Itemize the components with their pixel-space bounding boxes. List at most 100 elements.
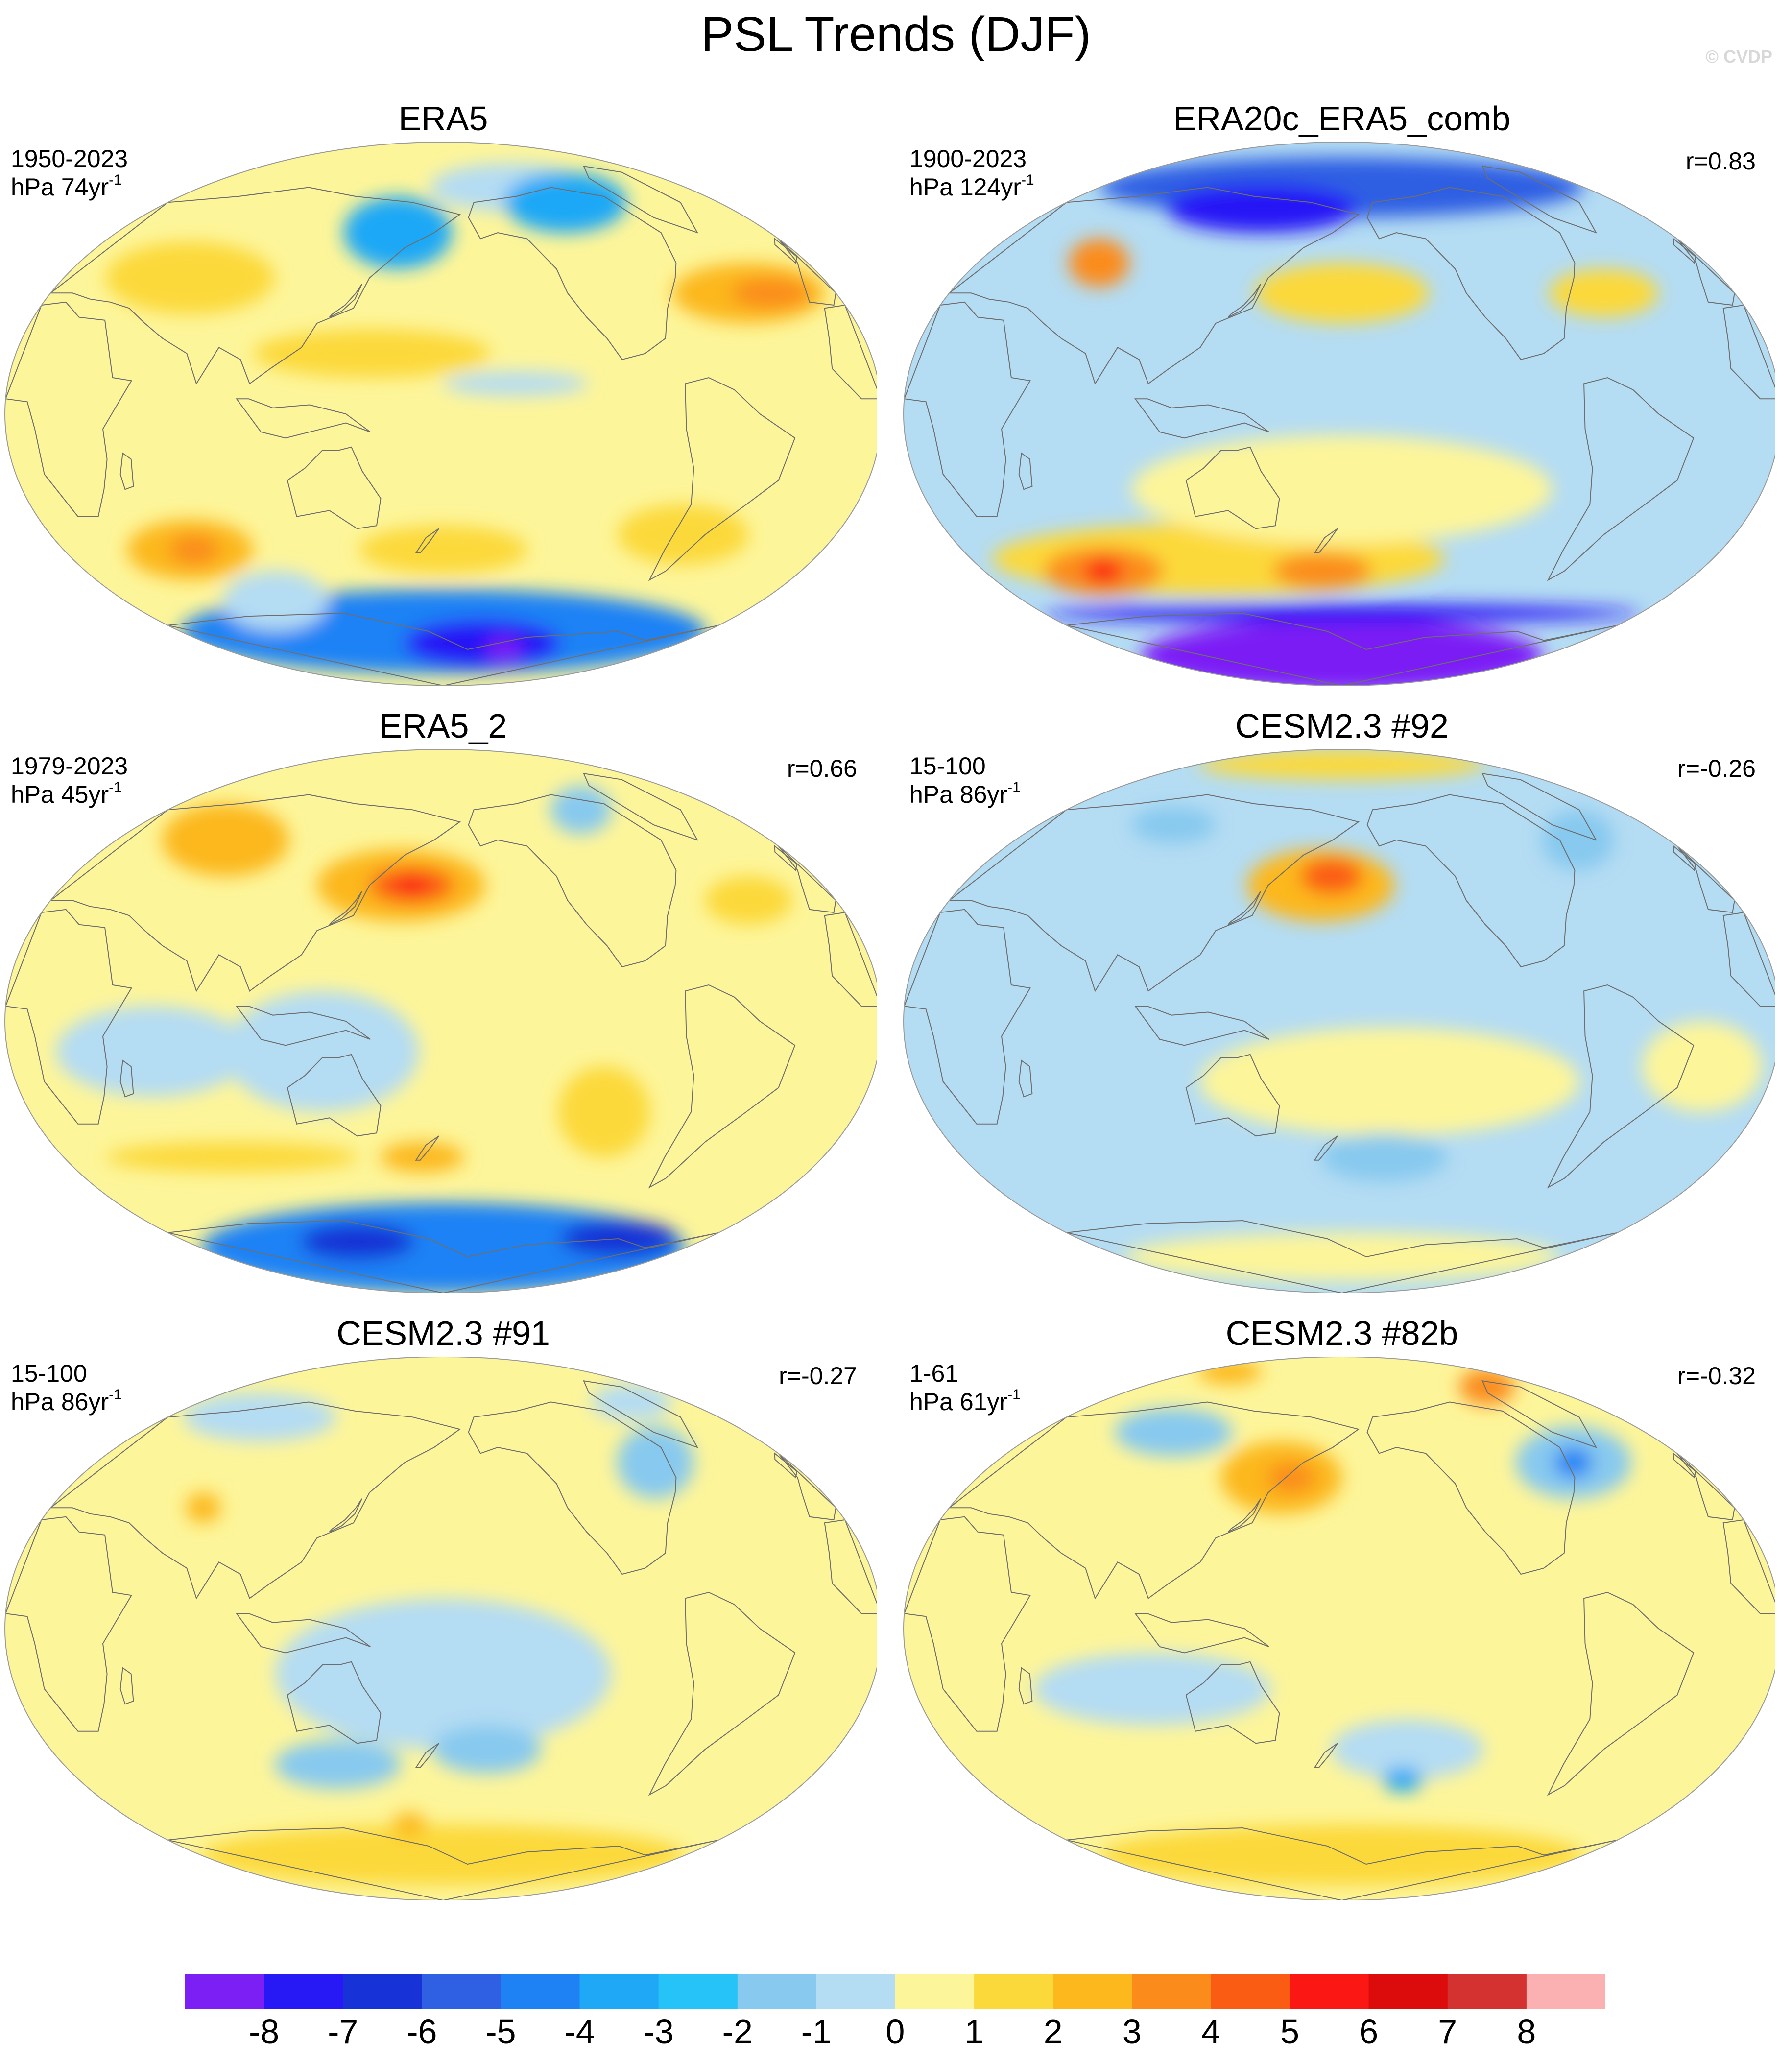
correlation: r=0.66	[787, 755, 857, 782]
coastline-antarctica	[1066, 1827, 1618, 1900]
panel-info: 1-61 hPa 61yr-1	[909, 1359, 1021, 1416]
trend-region	[201, 1202, 686, 1293]
coastline-africa	[5, 301, 133, 517]
coastline-greenland	[583, 773, 699, 841]
trend-region	[731, 278, 810, 309]
colorbar-swatch	[501, 1974, 580, 2009]
coastline-antarctica	[167, 1827, 719, 1900]
trend-region	[201, 1824, 686, 1886]
trend-region	[162, 804, 289, 876]
correlation: r=0.83	[1685, 147, 1756, 175]
trend-region	[394, 876, 429, 894]
colorbar-swatch	[658, 1974, 738, 2009]
coastline-eurasia-east	[49, 794, 461, 992]
colorbar-swatch	[1290, 1974, 1369, 2009]
coastline-africa	[5, 1516, 133, 1732]
trend-region	[1114, 1408, 1233, 1457]
panel-cesm2-3-82b: CESM2.3 #82b 1-61 hPa 61yr-1 r=-0.32	[899, 1313, 1785, 1920]
period: 15-100	[11, 1360, 87, 1387]
colorbar	[185, 1974, 1605, 2009]
coastline-uk	[1673, 1452, 1696, 1479]
units-label: hPa 61yr-1	[909, 1387, 1021, 1416]
coastline-uk	[774, 1452, 798, 1479]
panel-cesm2-3-92: CESM2.3 #92 15-100 hPa 86yr-1 r=-0.26	[899, 705, 1785, 1313]
coastline-japan	[329, 891, 362, 925]
trend-region	[1320, 1133, 1448, 1181]
colorbar-swatch	[1447, 1974, 1527, 2009]
trend-region	[443, 371, 589, 396]
trend-region	[301, 1224, 415, 1260]
coastline-eurasia-east	[948, 794, 1360, 992]
coastline-south-america	[1547, 984, 1695, 1189]
coastline-north-america	[468, 187, 677, 360]
coastline-greenland	[583, 1380, 699, 1448]
colorbar-tick-label: -8	[248, 2013, 280, 2051]
coastline-new-zealand	[1314, 1135, 1338, 1161]
colorbar-tick-label: -5	[485, 2013, 516, 2051]
trend-region	[432, 1725, 542, 1774]
coastline-new-zealand	[415, 1743, 439, 1768]
trend-region	[1099, 1824, 1584, 1886]
panel-title: ERA5_2	[379, 707, 507, 745]
trend-region	[1131, 807, 1216, 843]
coastline-indonesia	[1134, 398, 1269, 439]
trend-region	[1300, 858, 1363, 894]
coastline-new-zealand	[415, 528, 439, 553]
trend-region	[1459, 1368, 1515, 1405]
units-label: hPa 45yr-1	[11, 779, 122, 809]
colorbar-swatch	[579, 1974, 659, 2009]
panel-era20c-era5-comb: ERA20c_ERA5_comb 1900-2023 hPa 124yr-1 r…	[899, 98, 1785, 705]
coastline-uk	[1673, 845, 1696, 871]
correlation: r=-0.26	[1677, 755, 1756, 782]
coastline-new-zealand	[1314, 528, 1338, 553]
colorbar-swatch	[185, 1974, 264, 2009]
trend-region	[1267, 1462, 1316, 1493]
map-border	[903, 142, 1775, 686]
coastline-indonesia	[236, 1613, 371, 1654]
trend-region	[183, 1393, 336, 1441]
correlation: r=-0.27	[779, 1362, 857, 1390]
trend-region	[1331, 1719, 1484, 1780]
coastline-south-america	[1547, 377, 1695, 581]
coastline-greenland	[1481, 166, 1598, 234]
coastline-south-america	[648, 1591, 796, 1796]
colorbar-labels: -8 -7 -6 -5 -4 -3 -2 -1 0 1 2 3 4 5 6 7 8	[185, 2012, 1605, 2056]
trend-region	[343, 196, 453, 269]
panel-era5: ERA5 1950-2023 hPa 74yr-1	[0, 98, 886, 705]
coastline-greenland	[1481, 1380, 1598, 1448]
trend-region	[1272, 552, 1372, 589]
period: 1900-2023	[909, 145, 1027, 172]
trend-region	[705, 876, 792, 925]
trend-region	[618, 504, 749, 565]
panel-title: ERA20c_ERA5_comb	[1173, 99, 1511, 138]
map-border	[4, 1357, 877, 1900]
trend-region	[1141, 619, 1543, 686]
map	[903, 749, 1775, 1293]
panel-title: CESM2.3 #92	[1235, 707, 1449, 745]
panel-title: ERA5	[398, 99, 488, 138]
coastline-africa	[5, 909, 133, 1125]
colorbar-swatch	[1526, 1974, 1605, 2009]
coastline-uk	[774, 845, 798, 871]
map	[4, 142, 877, 686]
colorbar-swatch	[264, 1974, 343, 2009]
coastline-north-america	[468, 1401, 677, 1575]
colorbar-tick-label: 1	[964, 2013, 984, 2051]
colorbar-swatch	[1368, 1974, 1448, 2009]
period: 1979-2023	[11, 752, 128, 780]
trend-region	[1642, 1021, 1762, 1112]
coastline-antarctica	[1066, 1220, 1618, 1293]
panel-info: 1900-2023 hPa 124yr-1	[909, 144, 1034, 201]
colorbar-swatches	[185, 1974, 1605, 2009]
coastline-australia	[1185, 446, 1280, 529]
coastline-south-america	[648, 984, 796, 1189]
coastline-eurasia-east	[49, 187, 461, 385]
panel-info: 15-100 hPa 86yr-1	[909, 752, 1021, 809]
colorbar-swatch	[1132, 1974, 1211, 2009]
coastline-north-america	[1366, 794, 1576, 968]
panel-info: 15-100 hPa 86yr-1	[11, 1359, 122, 1416]
coastline-japan	[1227, 284, 1261, 318]
map	[4, 749, 877, 1293]
coastline-antarctica	[167, 1220, 719, 1293]
coastline-madagascar	[1018, 1667, 1033, 1705]
